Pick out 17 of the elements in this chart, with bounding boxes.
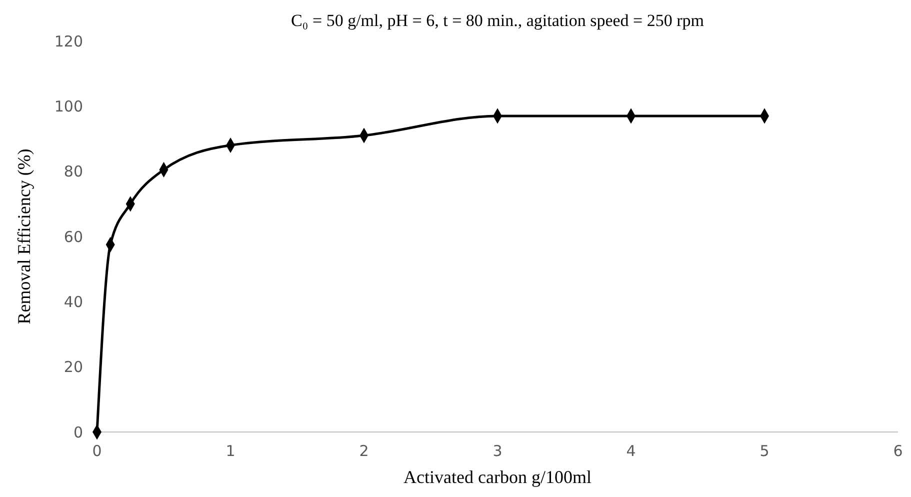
chart-title: C₀ = 50 g/ml, pH = 6, t = 80 min., agitation speed = 250 rpm — [290, 11, 704, 30]
x-tick-label: 0 — [92, 442, 102, 460]
x-tick-label: 5 — [760, 442, 770, 460]
y-tick-label: 120 — [54, 32, 83, 50]
x-tick-label: 2 — [359, 442, 369, 460]
y-tick-label: 40 — [64, 292, 83, 311]
x-tick-label: 3 — [492, 442, 502, 460]
x-tick-label: 4 — [626, 442, 636, 460]
y-tick-label: 60 — [64, 228, 83, 246]
y-axis-title: Removal Efficiency (%) — [14, 148, 34, 324]
y-tick-label: 80 — [64, 162, 83, 181]
y-tick-label: 100 — [54, 97, 83, 116]
y-tick-label: 20 — [64, 358, 83, 376]
x-tick-label: 1 — [226, 442, 236, 460]
x-axis-title: Activated carbon g/100ml — [404, 467, 592, 487]
y-tick-label: 0 — [73, 423, 83, 442]
x-tick-label: 6 — [893, 442, 903, 460]
